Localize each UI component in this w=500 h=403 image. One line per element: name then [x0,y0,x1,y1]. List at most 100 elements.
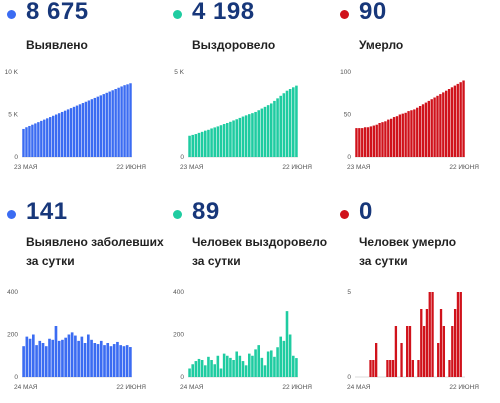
bar [459,82,462,157]
bar [276,347,279,377]
bar [282,340,286,377]
panel-deaths-total: 90 Умерло 0 50 100 23 МАЯ 22 ИЮНЯ [333,0,498,200]
bar [210,128,213,157]
bar [87,100,91,157]
bar [191,364,195,377]
bar [251,355,254,377]
bar [394,326,398,377]
bar [238,355,242,377]
bar [48,338,51,377]
bar [247,114,251,157]
bar [93,343,97,377]
bar [442,326,446,377]
bar [38,340,42,377]
bar [447,89,451,157]
bar [361,128,364,157]
bar [86,334,90,377]
bar [279,95,283,157]
bar [288,89,292,157]
bar [428,292,431,377]
bar [126,84,129,157]
bar [60,111,64,157]
bar [450,87,454,157]
detected-daily-value: 141 [26,198,68,225]
deaths-total-value: 90 [359,0,387,25]
bar [389,118,393,157]
red-dot-icon [340,10,349,19]
panel-recovered-daily: 89 Человек выздоровело за сутки 0 200 400 2… [166,198,331,400]
bar [229,357,232,377]
y-tick-label: 0 [180,374,184,381]
bar [288,334,292,377]
bar [369,360,372,377]
bar [389,360,392,377]
bar [96,96,100,157]
bar [279,336,283,377]
bar [41,343,45,377]
bar [462,80,465,157]
bar [363,127,367,157]
deaths-daily-label: Человек умерло [359,235,457,249]
bar [358,128,361,157]
bar [421,104,425,157]
bar [109,346,113,377]
bar [103,345,106,377]
bar [40,120,43,157]
bar [22,346,25,377]
deaths-daily-value: 0 [359,198,373,225]
bar [416,107,419,157]
bar [106,343,110,377]
bar [401,113,404,157]
x-end-label: 22 ИЮНЯ [116,384,146,391]
bar [105,92,108,157]
bar [374,343,378,377]
bar [31,334,35,377]
bar [266,351,270,377]
bar [203,365,207,377]
y-tick-label: 5 K [174,69,184,76]
blue-dot-icon [7,10,16,19]
panel-deaths-daily: 0 Человек умерло за сутки 0 5 24 МАЯ 22 ИЮН… [333,198,498,400]
bar [44,346,48,377]
y-tick-label: 100 [340,69,351,76]
panel-detected-total: 8 675 Выявлено 0 5 K 10 K 23 МАЯ 22 ИЮНЯ [0,0,165,200]
bar [411,360,414,377]
bar [219,368,223,377]
bar [420,309,423,377]
y-tick-label: 0 [14,374,18,381]
bar [387,119,390,157]
bar [93,97,97,157]
bar [444,90,448,157]
bar [188,135,191,157]
bar [112,344,116,377]
x-end-label: 22 ИЮНЯ [282,384,312,391]
bar [257,345,261,377]
bar [197,132,201,157]
green-dot-icon [173,210,182,219]
bar [260,357,264,377]
bar [244,115,248,157]
bar [459,292,462,377]
bar [381,122,384,157]
bar [120,86,123,157]
recovered-total-label: Выздоровело [192,38,276,52]
bar [285,90,289,157]
deaths-daily-sublabel: за сутки [359,254,408,268]
bar [72,106,76,157]
bar [99,340,103,377]
y-tick-label: 5 [347,289,351,296]
bar [225,355,229,377]
detected-daily-sublabel: за сутки [26,254,75,268]
bar [57,340,61,377]
bar [232,120,235,157]
deaths-daily-chart: 0 5 24 МАЯ 22 ИЮНЯ [347,289,479,391]
bar [74,335,77,377]
bar [46,118,49,157]
bar [194,361,198,377]
bar [35,345,38,377]
bar [222,124,226,157]
bar [28,125,31,157]
bar [453,85,457,157]
bar [70,332,74,377]
bar [424,102,428,157]
